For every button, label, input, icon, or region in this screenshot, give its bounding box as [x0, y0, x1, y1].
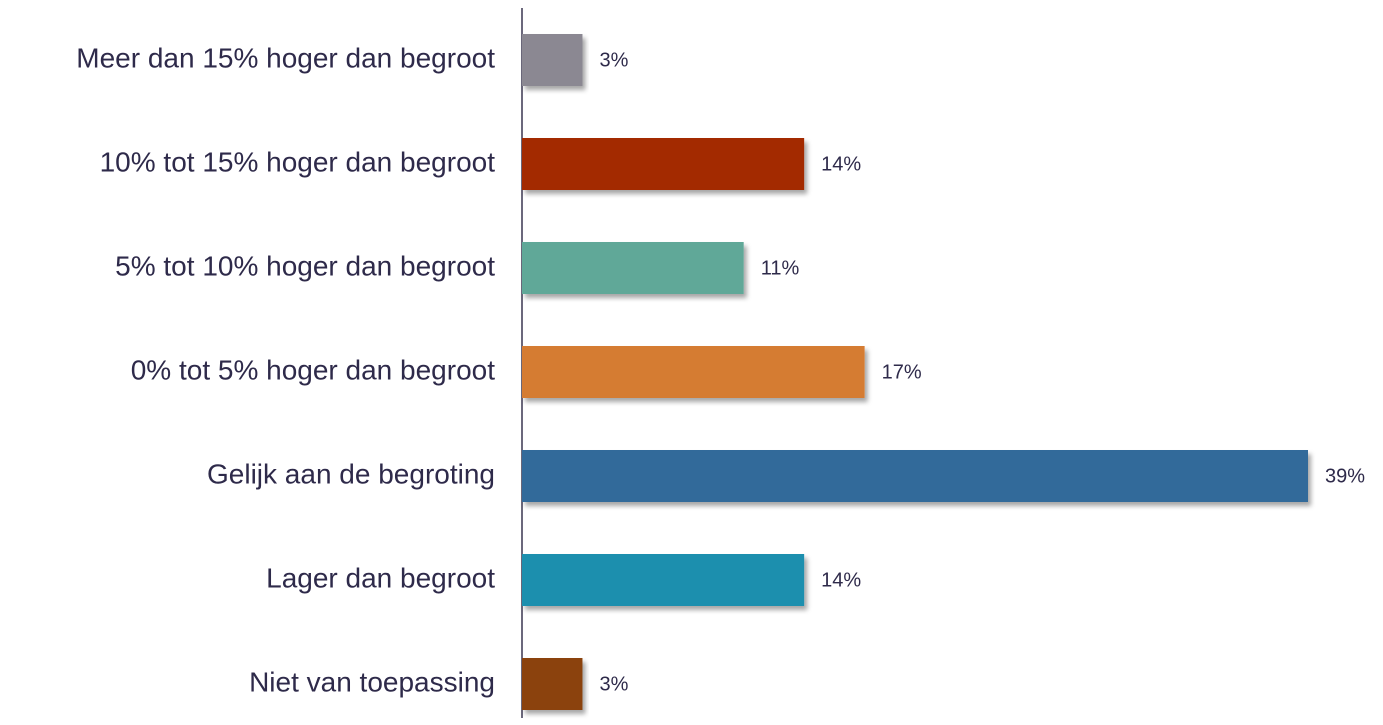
category-label: Niet van toepassing — [249, 666, 495, 697]
category-label: 5% tot 10% hoger dan begroot — [115, 250, 495, 281]
bar — [522, 34, 583, 86]
value-label: 14% — [821, 569, 861, 591]
value-label: 14% — [821, 153, 861, 175]
value-label: 39% — [1325, 465, 1365, 487]
category-label: Lager dan begroot — [266, 562, 495, 593]
bar — [522, 658, 583, 710]
bar — [522, 346, 865, 398]
category-label: Meer dan 15% hoger dan begroot — [76, 42, 495, 73]
bar — [522, 138, 805, 190]
category-label: 10% tot 15% hoger dan begroot — [100, 146, 496, 177]
value-label: 3% — [599, 49, 628, 71]
category-label: Gelijk aan de begroting — [207, 458, 495, 489]
category-label: 0% tot 5% hoger dan begroot — [131, 354, 495, 385]
value-label: 17% — [882, 361, 922, 383]
value-label: 11% — [761, 257, 800, 279]
bar — [522, 450, 1308, 502]
bar — [522, 242, 744, 294]
value-label: 3% — [599, 673, 628, 695]
bar — [522, 554, 805, 606]
